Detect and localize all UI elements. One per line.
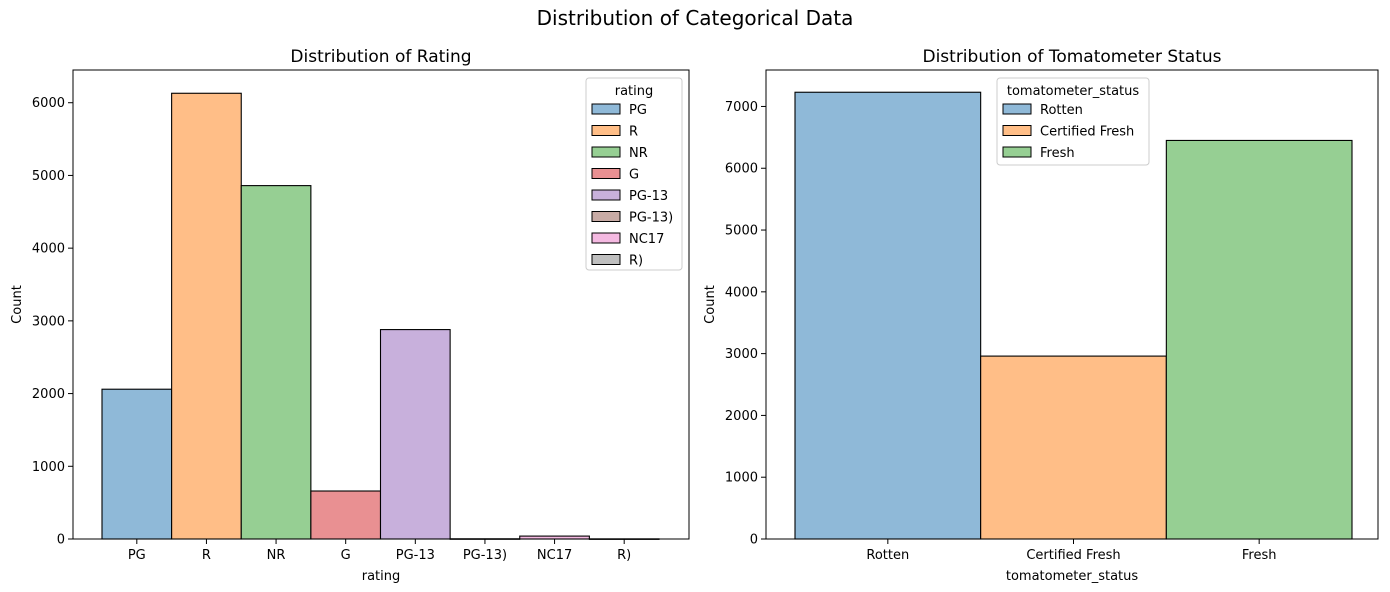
legend-swatch [591, 146, 621, 158]
legend-swatch [591, 168, 621, 179]
legend-box [996, 77, 1150, 166]
y-tick-label: 5000 [725, 224, 758, 239]
x-tick-label: Rotten [866, 548, 909, 563]
x-tick-label: PG-13) [463, 548, 507, 563]
y-tick-label: 5000 [32, 169, 65, 184]
x-axis-label: rating [362, 569, 401, 584]
axes-frame [765, 69, 1379, 540]
legend-entry: PG [629, 103, 647, 118]
y-tick-label: 4000 [725, 285, 758, 300]
x-tick-label: Certified Fresh [1026, 548, 1120, 563]
legend-swatch [591, 103, 621, 115]
legend-entry: PG-13 [629, 189, 668, 204]
y-tick-label: 0 [750, 533, 758, 548]
x-tick-label: G [341, 548, 351, 563]
y-axis-label: Count [10, 285, 25, 324]
y-tick-label: 3000 [725, 347, 758, 362]
chart-title: Distribution of Rating [290, 47, 471, 67]
legend-entry: NC17 [629, 232, 664, 247]
legend-entry: R) [629, 254, 643, 269]
y-tick-label: 6000 [725, 162, 758, 177]
legend-swatch [591, 189, 621, 201]
chart-title: Distribution of Tomatometer Status [922, 47, 1221, 67]
legend-entry: G [629, 168, 639, 183]
x-tick-label: R [202, 548, 211, 563]
x-tick-label: R) [617, 548, 631, 563]
x-tick-label: NC17 [537, 548, 572, 563]
legend-swatch [591, 125, 621, 136]
x-tick-label: PG-13 [396, 548, 435, 563]
y-tick-label: 0 [57, 533, 65, 548]
bar-rotten [794, 91, 982, 540]
legend-title: rating [615, 84, 654, 99]
legend-entry: R [629, 125, 638, 140]
legend-swatch [1002, 103, 1032, 115]
x-tick-label: Fresh [1242, 548, 1277, 563]
y-tick-label: 2000 [725, 409, 758, 424]
y-tick-label: 7000 [725, 100, 758, 115]
axes-frame [72, 69, 690, 540]
legend-swatch [591, 232, 621, 244]
legend-entry: Certified Fresh [1040, 125, 1134, 140]
bar-certified-fresh [980, 355, 1167, 540]
legend-entry: PG-13) [629, 211, 673, 226]
y-tick-label: 4000 [32, 242, 65, 257]
y-tick-label: 1000 [725, 471, 758, 486]
x-tick-label: NR [267, 548, 286, 563]
legend-swatch [1002, 125, 1032, 136]
bar-fresh [1165, 139, 1353, 540]
y-tick-label: 2000 [32, 387, 65, 402]
x-axis-label: tomatometer_status [1006, 569, 1139, 584]
legend-swatch [591, 211, 621, 222]
figure-title: Distribution of Categorical Data [536, 6, 854, 30]
legend-entry: Rotten [1040, 103, 1083, 118]
legend-entry: NR [629, 146, 648, 161]
y-tick-label: 6000 [32, 96, 65, 111]
y-tick-label: 3000 [32, 314, 65, 329]
bar-pg [101, 388, 173, 540]
x-tick-label: PG [128, 548, 146, 563]
legend-entry: Fresh [1040, 146, 1075, 161]
y-tick-label: 1000 [32, 460, 65, 475]
y-axis-label: Count [703, 285, 718, 324]
legend-title: tomatometer_status [1007, 84, 1140, 99]
legend-swatch [1002, 146, 1032, 158]
legend-swatch [591, 254, 621, 265]
